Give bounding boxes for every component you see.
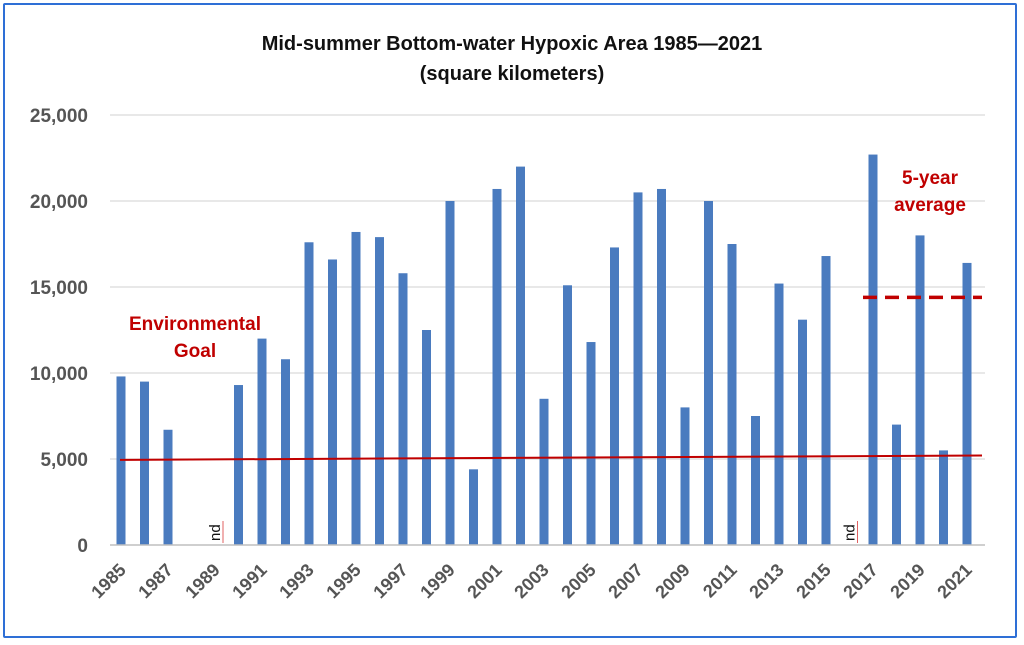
bar-1986	[140, 381, 149, 545]
bar-2005	[586, 342, 596, 545]
chart-title: Mid-summer Bottom-water Hypoxic Area 198…	[262, 33, 763, 55]
five-year-average-label-line1: 5-year	[902, 168, 959, 189]
bar-2015	[821, 256, 831, 545]
bar-1997	[398, 273, 408, 545]
bar-2009	[680, 407, 690, 545]
x-tick-label: 2017	[839, 560, 881, 602]
x-tick-label: 2003	[510, 560, 552, 602]
x-tick-label: 2015	[792, 560, 834, 602]
x-tick-label: 1985	[87, 560, 129, 602]
x-tick-label: 2005	[557, 560, 599, 602]
environmental-goal-label-line1: Environmental	[129, 314, 261, 335]
bar-1995	[351, 231, 361, 545]
no-data-label: nd	[207, 524, 224, 541]
y-tick-label: 0	[77, 536, 88, 557]
bar-2018	[892, 424, 901, 545]
bar-2017	[868, 154, 878, 545]
bar-1991	[257, 338, 267, 545]
y-tick-label: 25,000	[30, 106, 88, 127]
bar-1993	[304, 242, 314, 545]
x-tick-label: 2019	[886, 560, 928, 602]
bars	[116, 154, 972, 545]
bar-2010	[704, 201, 713, 545]
x-tick-label: 1999	[416, 560, 458, 602]
bar-2003	[539, 398, 549, 545]
bar-1990	[234, 385, 243, 545]
bar-2014	[798, 319, 807, 545]
bar-2019	[915, 235, 925, 545]
x-tick-label: 1997	[369, 560, 411, 602]
bar-2007	[633, 192, 643, 545]
x-tick-label: 2013	[745, 560, 787, 602]
x-tick-label: 2009	[651, 560, 693, 602]
no-data-labels: nd nd	[207, 521, 859, 543]
environmental-goal-line	[119, 454, 983, 461]
chart-subtitle: (square kilometers)	[420, 63, 605, 85]
bar-2001	[492, 188, 502, 545]
five-year-average-label-line2: average	[894, 195, 966, 216]
y-tick-label: 5,000	[40, 450, 88, 471]
environmental-goal-label-line2: Goal	[174, 341, 216, 362]
bar-1999	[445, 201, 455, 545]
bar-2012	[751, 416, 760, 545]
x-axis-ticks: 1985 1987 1989 1991 1993 1995 1997 1999 2001 2003…	[87, 560, 975, 602]
bar-2000	[469, 469, 478, 545]
bar-2013	[774, 283, 784, 545]
bar-1992	[281, 359, 290, 545]
bar-1996	[375, 237, 384, 545]
y-axis-ticks: 0 5,000 10,000 15,000 20,000 25,000	[30, 106, 88, 557]
y-tick-label: 20,000	[30, 192, 88, 213]
x-tick-label: 2007	[604, 560, 646, 602]
bar-2008	[657, 188, 666, 545]
bar-2021	[962, 262, 972, 545]
x-tick-label: 1991	[228, 560, 270, 602]
bar-2004	[563, 285, 572, 545]
bar-2011	[727, 244, 737, 545]
y-tick-label: 15,000	[30, 278, 88, 299]
bar-1987	[163, 429, 173, 545]
x-tick-label: 2001	[463, 560, 505, 602]
no-data-label: nd	[842, 524, 859, 541]
bar-2006	[610, 247, 619, 545]
y-tick-label: 10,000	[30, 364, 88, 385]
x-tick-label: 1993	[275, 560, 317, 602]
x-tick-label: 1989	[181, 560, 223, 602]
bar-2020	[939, 450, 948, 545]
x-tick-label: 2021	[933, 560, 975, 602]
x-tick-label: 1987	[134, 560, 176, 602]
x-tick-label: 1995	[322, 560, 364, 602]
bar-1994	[328, 259, 337, 545]
x-tick-label: 2011	[699, 560, 741, 602]
bar-2002	[516, 166, 525, 545]
bar-1998	[422, 330, 431, 545]
